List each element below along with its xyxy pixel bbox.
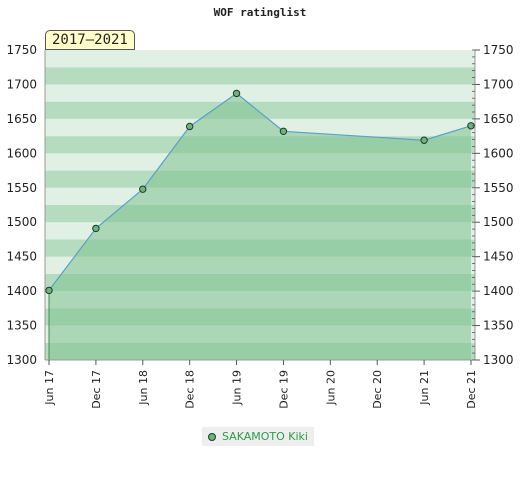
y-tick-label-left: 1600 (6, 146, 37, 160)
x-tick-label: Dec 20 (371, 370, 384, 409)
data-point-jun-17 (45, 286, 53, 295)
legend-marker-icon (208, 432, 216, 441)
x-tick-label: Dec 19 (277, 370, 290, 409)
y-tick-label-right: 1500 (483, 215, 514, 229)
y-tick-label-right: 1350 (483, 319, 514, 333)
y-tick-label-right: 1550 (483, 181, 514, 195)
x-tick-label: Jun 20 (324, 370, 337, 406)
y-tick-label-left: 1400 (6, 284, 37, 298)
y-tick-label-right: 1700 (483, 77, 514, 91)
y-tick-label-right: 1600 (483, 146, 514, 160)
y-tick-label-left: 1300 (6, 353, 37, 367)
y-tick-label-right: 1450 (483, 250, 514, 264)
background-band (45, 50, 475, 68)
background-band (45, 84, 475, 102)
legend-label: SAKAMOTO Kiki (222, 430, 308, 443)
data-point-jun-19 (232, 89, 241, 98)
y-tick-label-left: 1650 (6, 112, 37, 126)
period-badge: 2017–2021 (45, 30, 135, 50)
data-point-jun-18 (139, 185, 147, 193)
data-point-jun-21 (420, 136, 428, 144)
y-tick-label-left: 1350 (6, 319, 37, 333)
x-tick-label: Dec 21 (465, 370, 478, 409)
y-tick-label-right: 1400 (483, 284, 514, 298)
background-band (45, 67, 475, 85)
x-tick-label: Dec 18 (184, 370, 197, 409)
background-band (45, 101, 475, 119)
x-tick-label: Jun 17 (43, 370, 56, 406)
data-point-dec-18 (185, 122, 194, 131)
legend[interactable]: SAKAMOTO Kiki (202, 427, 314, 446)
y-tick-label-right: 1300 (483, 353, 514, 367)
y-tick-label-right: 1650 (483, 112, 514, 126)
data-point-dec-17 (92, 224, 100, 233)
y-tick-label-left: 1550 (6, 181, 37, 195)
y-tick-label-left: 1450 (6, 250, 37, 264)
series-area (49, 93, 471, 361)
chart-title: WOF ratinglist (213, 6, 307, 19)
y-tick-label-left: 1750 (6, 43, 37, 57)
y-tick-label-left: 1700 (6, 77, 37, 91)
y-tick-label-left: 1500 (6, 215, 37, 229)
x-tick-label: Dec 17 (90, 370, 103, 409)
x-tick-label: Jun 18 (137, 370, 150, 406)
series-line (48, 92, 472, 291)
y-tick-label-right: 1750 (483, 43, 514, 57)
data-point-dec-19 (279, 127, 288, 135)
x-tick-label: Jun 19 (231, 370, 244, 406)
x-tick-label: Jun 21 (418, 370, 431, 406)
